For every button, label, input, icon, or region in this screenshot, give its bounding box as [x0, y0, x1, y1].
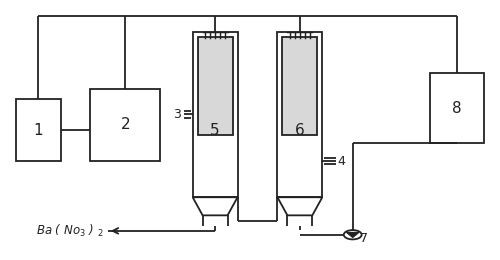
Bar: [278, 32, 322, 197]
Text: Ba ( No$_3$ ) $_{2}$: Ba ( No$_3$ ) $_{2}$: [36, 223, 103, 239]
Bar: [282, 37, 318, 135]
Bar: [90, 89, 160, 161]
Text: 4: 4: [338, 154, 345, 167]
Polygon shape: [278, 197, 322, 215]
Polygon shape: [346, 232, 359, 238]
Bar: [192, 32, 238, 197]
Text: 5: 5: [210, 122, 220, 138]
Text: 8: 8: [452, 101, 462, 115]
Polygon shape: [192, 197, 238, 215]
Text: 7: 7: [360, 232, 368, 245]
Text: 1: 1: [34, 122, 43, 138]
Bar: [16, 99, 60, 161]
Bar: [198, 37, 232, 135]
Bar: [430, 73, 484, 143]
Text: 6: 6: [295, 122, 304, 138]
Text: 2: 2: [120, 117, 130, 132]
Text: 3: 3: [174, 108, 181, 121]
